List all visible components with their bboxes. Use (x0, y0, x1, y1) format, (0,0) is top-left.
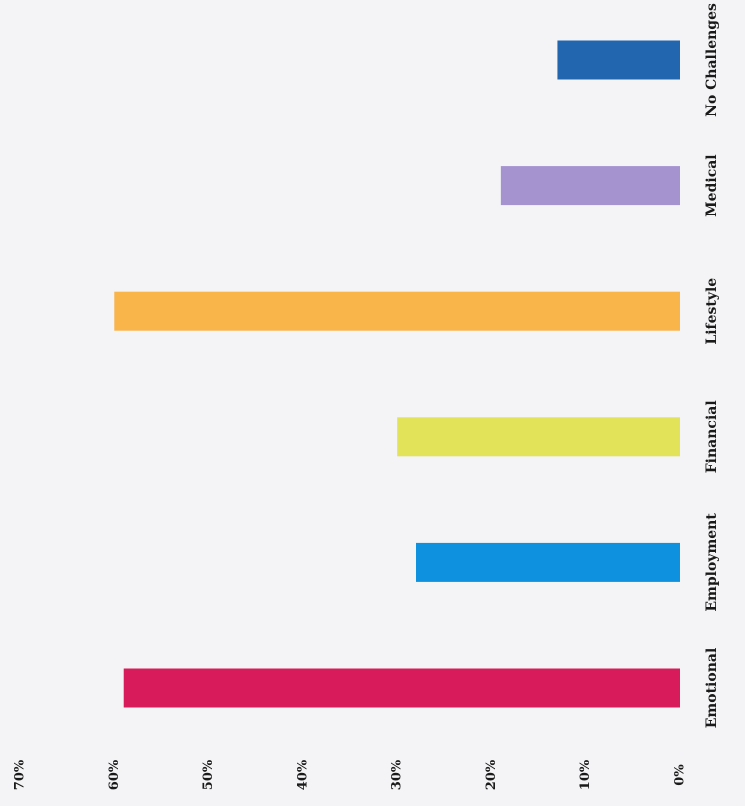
bar (123, 668, 680, 708)
category-label: Emotional (704, 648, 720, 729)
bar (557, 40, 680, 80)
bar (416, 542, 680, 582)
bar (114, 291, 681, 331)
x-tick-label: 10% (578, 759, 593, 790)
category-label: No Challenges (704, 3, 720, 117)
x-tick-label: 40% (295, 759, 310, 790)
x-tick-label: 70% (13, 759, 28, 790)
category-label: Lifestyle (704, 278, 720, 345)
bar (397, 417, 680, 457)
x-tick-label: 50% (201, 759, 216, 790)
x-tick-label: 60% (107, 759, 122, 790)
x-tick-label: 20% (484, 759, 499, 790)
category-label: Financial (704, 400, 720, 473)
x-tick-label: 30% (390, 759, 405, 790)
x-tick-label: 0% (673, 764, 688, 786)
category-label: Medical (704, 154, 720, 216)
category-label: Employment (704, 513, 720, 612)
bar (500, 166, 680, 206)
